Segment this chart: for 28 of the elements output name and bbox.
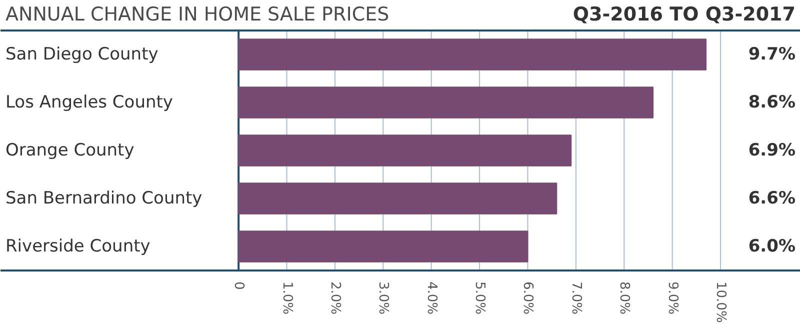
- x-tick-label: 6.0%: [520, 282, 536, 315]
- chart-title: ANNUAL CHANGE IN HOME SALE PRICES: [6, 4, 390, 26]
- x-tick-label: 9.0%: [664, 282, 680, 315]
- chart-subtitle: Q3-2016 TO Q3-2017: [572, 4, 796, 26]
- x-tick-label: 3.0%: [376, 282, 391, 315]
- bar: [238, 230, 528, 262]
- x-tick-label: 2.0%: [327, 282, 342, 315]
- x-tick-label: 0: [231, 282, 246, 290]
- data-label: 9.7%: [748, 44, 796, 64]
- x-tick-label: 1.0%: [279, 282, 294, 315]
- data-label: 8.6%: [748, 92, 796, 112]
- data-label: 6.6%: [748, 188, 796, 208]
- data-label: 6.0%: [748, 236, 796, 256]
- y-tick-label: Los Angeles County: [6, 92, 173, 112]
- bar: [238, 86, 654, 118]
- bar: [238, 182, 558, 214]
- y-tick-label: Riverside County: [6, 236, 150, 256]
- y-tick-label: Orange County: [6, 140, 134, 160]
- x-tick-label: 10.0%: [713, 282, 728, 323]
- bar: [238, 38, 707, 70]
- x-tick-label: 7.0%: [568, 282, 584, 315]
- data-label: 6.9%: [748, 140, 796, 160]
- x-tick-label: 5.0%: [472, 282, 488, 315]
- x-tick-label: 8.0%: [616, 282, 632, 315]
- bar: [238, 134, 572, 166]
- y-tick-label: San Bernardino County: [6, 188, 202, 208]
- y-tick-label: San Diego County: [6, 44, 158, 64]
- x-tick-label: 4.0%: [424, 282, 439, 315]
